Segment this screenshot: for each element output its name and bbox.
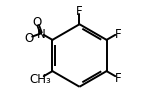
Text: F: F	[76, 5, 83, 18]
Text: O: O	[32, 16, 41, 29]
Text: CH₃: CH₃	[29, 72, 51, 85]
Text: O: O	[25, 32, 34, 45]
Text: F: F	[115, 72, 121, 85]
Text: F: F	[115, 27, 121, 40]
Text: N: N	[37, 28, 45, 40]
